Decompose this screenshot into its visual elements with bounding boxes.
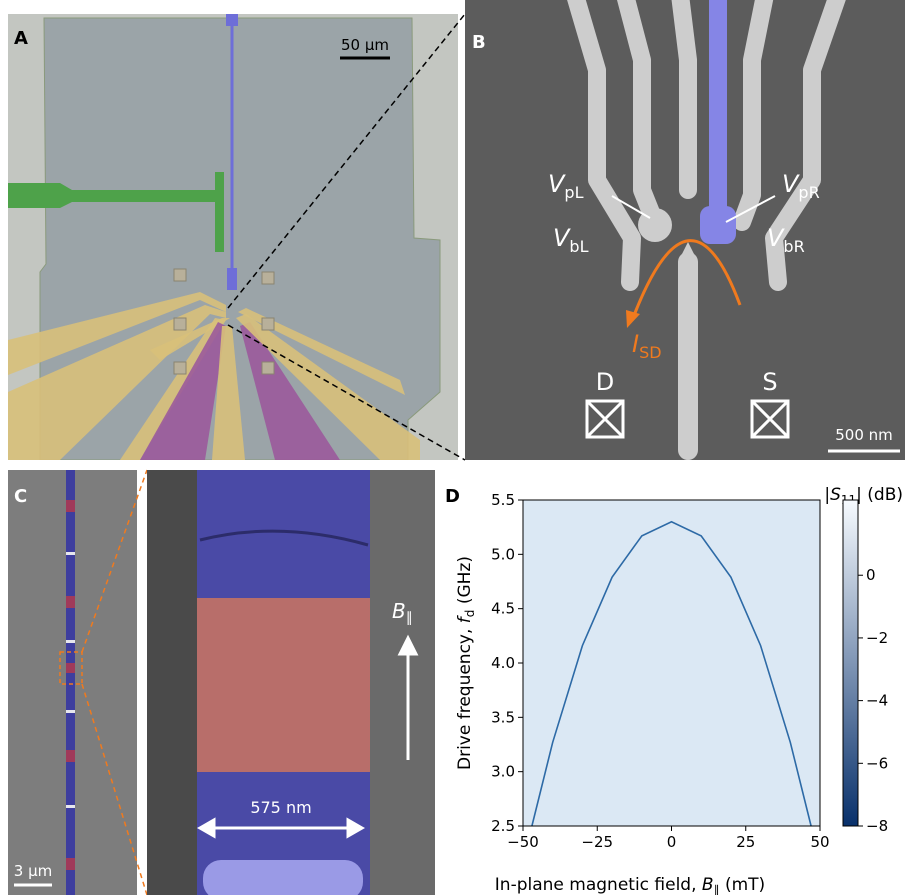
panel-label: C (14, 486, 27, 507)
drain-label: D (596, 368, 614, 396)
colorbar-label: |S11| (dB) (824, 485, 903, 507)
y-tick-label: 5.0 (491, 545, 515, 563)
colorbar (843, 500, 858, 826)
y-tick-label: 4.0 (491, 654, 515, 672)
colorbar-tick-label: −4 (866, 692, 888, 710)
x-tick-label: 50 (810, 833, 829, 851)
scale-bar-label: 500 nm (835, 426, 893, 444)
panel-b-image (465, 0, 905, 460)
y-tick-label: 4.5 (491, 600, 515, 618)
colorbar-tick-label: −8 (866, 817, 888, 835)
panel-c-image (8, 470, 435, 895)
panel-label: D (445, 486, 460, 507)
scale-bar-label: 50 µm (341, 36, 389, 54)
y-axis-label: Drive frequency, fd (GHz) (455, 556, 477, 770)
x-tick-label: −50 (507, 833, 539, 851)
colorbar-tick-label: −2 (866, 629, 888, 647)
y-tick-label: 3.5 (491, 708, 515, 726)
x-tick-label: 25 (736, 833, 755, 851)
x-tick-label: 0 (667, 833, 677, 851)
x-tick-label: −25 (581, 833, 613, 851)
y-tick-label: 5.5 (491, 491, 515, 509)
panel-label: A (14, 28, 28, 49)
panel-label: B (472, 32, 486, 53)
source-label: S (762, 368, 777, 396)
panel-a-image (8, 14, 458, 460)
colorbar-tick-label: 0 (866, 566, 876, 584)
scale-bar-label: 3 µm (14, 862, 52, 880)
figure: A 50 µm B VpL VbL VpR VbR ISD (0, 0, 905, 895)
colorbar-tick-label: −6 (866, 754, 888, 772)
y-tick-label: 2.5 (491, 817, 515, 835)
x-axis-label: In-plane magnetic field, B∥ (mT) (495, 875, 765, 895)
y-tick-label: 3.0 (491, 763, 515, 781)
width-label: 575 nm (250, 798, 311, 817)
heatmap-background (523, 500, 820, 826)
